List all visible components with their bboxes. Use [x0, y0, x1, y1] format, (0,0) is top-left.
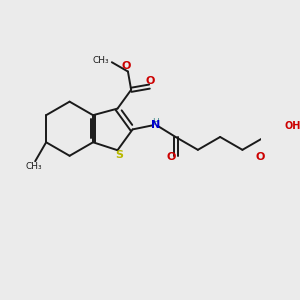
Text: H: H: [152, 118, 159, 127]
Text: O: O: [146, 76, 155, 86]
Text: O: O: [166, 152, 176, 162]
Text: O: O: [255, 152, 265, 162]
Text: O: O: [122, 61, 131, 71]
Text: OH: OH: [284, 121, 300, 131]
Text: CH₃: CH₃: [92, 56, 109, 65]
Text: S: S: [115, 150, 123, 160]
Text: CH₃: CH₃: [26, 162, 42, 171]
Text: N: N: [151, 120, 160, 130]
